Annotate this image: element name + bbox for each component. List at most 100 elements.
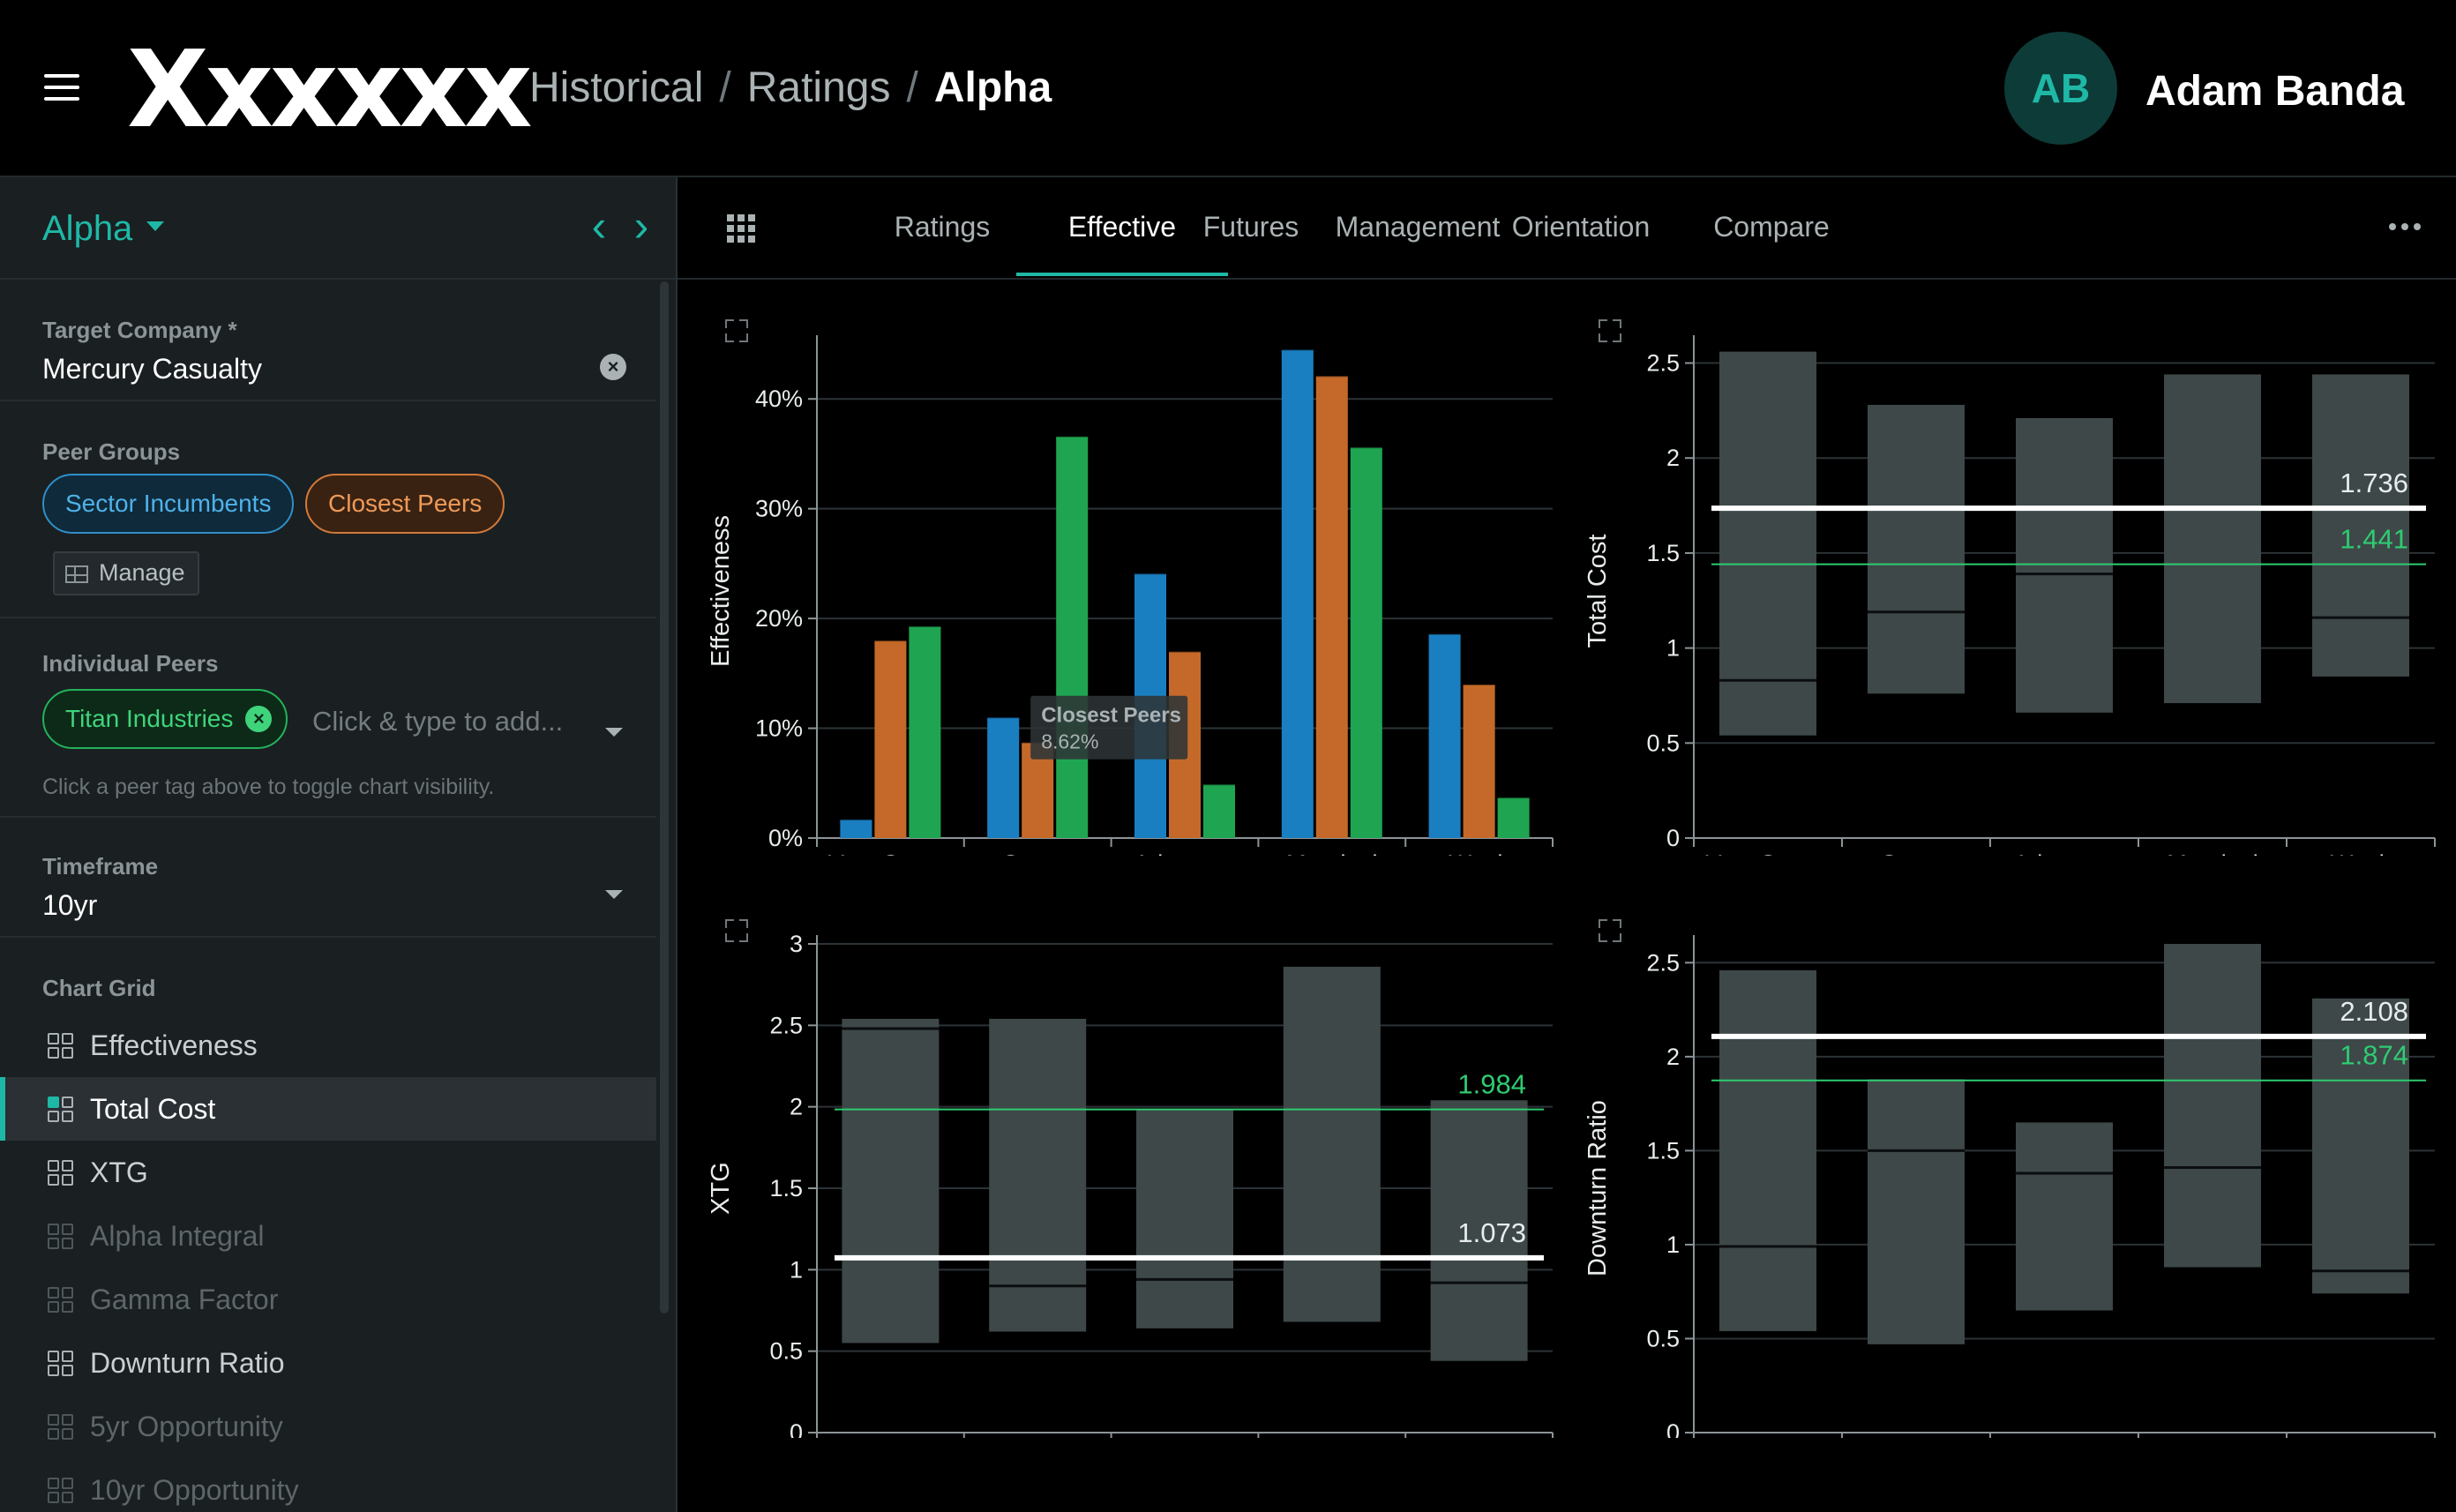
range-box[interactable]	[2312, 998, 2409, 1294]
tab-management[interactable]: Management	[1335, 211, 1501, 243]
remove-peer-icon[interactable]: ×	[245, 706, 273, 732]
y-tick-label: 0	[1666, 1419, 1680, 1438]
chart-grid-item-label: Effectiveness	[90, 1029, 258, 1061]
peer-search-input[interactable]	[311, 703, 596, 740]
peer-group-chip-closest-peers[interactable]: Closest Peers	[305, 474, 505, 534]
x-tick-label: Marginal	[1286, 850, 1378, 856]
bar-sector-incumbents[interactable]	[987, 718, 1020, 838]
chevron-right-icon[interactable]: ›	[633, 201, 649, 251]
range-box[interactable]	[2164, 374, 2261, 704]
clear-icon[interactable]: ×	[600, 354, 626, 380]
range-box[interactable]	[1283, 966, 1381, 1322]
range-box[interactable]	[2164, 944, 2261, 1268]
chart-grid-item-total-cost[interactable]: Total Cost	[0, 1077, 656, 1141]
tab-futures[interactable]: Futures	[1202, 211, 1299, 243]
chart-grid-item-alpha-integral[interactable]: Alpha Integral	[0, 1204, 656, 1268]
bar-sector-incumbents[interactable]	[840, 820, 872, 838]
y-tick-label: 0%	[768, 825, 803, 851]
range-box[interactable]	[1719, 351, 1816, 736]
bar-titan-industries[interactable]	[909, 627, 941, 838]
chart-xtg[interactable]: 00.511.522.53XTGVery StrongStrongAdequat…	[697, 909, 1561, 1438]
range-box[interactable]	[1136, 1110, 1233, 1329]
expand-icon[interactable]	[725, 319, 748, 342]
x-tick-label: Adequate	[2013, 850, 2115, 856]
y-tick-label: 10%	[755, 715, 803, 742]
timeframe-select[interactable]: 10yr	[42, 889, 98, 921]
range-box[interactable]	[1868, 404, 1965, 694]
tab-effective[interactable]: Effective	[1016, 207, 1228, 276]
manage-button-label: Manage	[99, 559, 185, 586]
bar-closest-peers[interactable]	[874, 641, 907, 838]
divider	[0, 400, 656, 401]
bar-closest-peers[interactable]	[1315, 377, 1348, 838]
breadcrumb-historical[interactable]: Historical	[529, 64, 704, 111]
peer-chip-titan-industries[interactable]: Titan Industries ×	[42, 689, 288, 749]
chart-grid-item-effectiveness[interactable]: Effectiveness	[0, 1014, 656, 1077]
chevron-left-icon[interactable]: ‹	[591, 201, 607, 251]
chart-grid-item-xtg[interactable]: XTG	[0, 1141, 656, 1204]
tab-orientation[interactable]: Orientation	[1511, 211, 1651, 243]
tooltip-title: Closest Peers	[1041, 704, 1181, 728]
timeframe-label: Timeframe	[42, 853, 159, 880]
range-box[interactable]	[842, 1018, 940, 1344]
app-logo[interactable]: Xxxxxx	[127, 29, 533, 152]
chart-grid-item-label: Downturn Ratio	[90, 1347, 285, 1379]
sidebar-scrollbar[interactable]	[660, 281, 669, 1314]
range-box[interactable]	[2016, 418, 2113, 713]
menu-icon[interactable]	[44, 74, 79, 104]
chart-total-cost[interactable]: 0 0.5 1 1.5 2 2.5 Total Cost Very Strong Strong A…	[1570, 309, 2444, 856]
bar-titan-industries[interactable]	[1350, 448, 1382, 838]
bar-closest-peers[interactable]	[1463, 685, 1495, 838]
timeframe-caret-icon[interactable]	[605, 890, 623, 899]
range-box[interactable]	[1719, 969, 1816, 1331]
avatar[interactable]: AB	[2004, 32, 2117, 145]
sidebar-title-dropdown[interactable]: Alpha	[42, 209, 133, 248]
peer-dropdown-caret-icon[interactable]	[605, 728, 623, 737]
individual-peers-label: Individual Peers	[42, 650, 219, 677]
chart-grid-item-label: Gamma Factor	[90, 1284, 279, 1315]
grid-layout-icon	[48, 1478, 74, 1504]
bar-titan-industries[interactable]	[1203, 785, 1235, 838]
more-options-icon[interactable]	[2389, 221, 2424, 234]
range-box[interactable]	[1430, 1100, 1528, 1361]
bar-sector-incumbents[interactable]	[1428, 634, 1461, 838]
user-name[interactable]: Adam Banda	[2145, 68, 2405, 115]
bar-titan-industries[interactable]	[1497, 798, 1530, 838]
y-tick-label: 1	[790, 1256, 803, 1283]
expand-icon[interactable]	[725, 919, 748, 942]
expand-icon[interactable]	[1599, 319, 1621, 342]
x-tick-label: Marginal	[2167, 850, 2258, 856]
expand-icon[interactable]	[1599, 919, 1621, 942]
peer-chip-label: Titan Industries	[65, 705, 234, 732]
bar-sector-incumbents[interactable]	[1281, 350, 1314, 838]
y-tick-label: 3	[790, 931, 803, 957]
top-header: Xxxxxx Historical / Ratings / Alpha AB Adam …	[0, 0, 2456, 177]
tab-compare[interactable]: Compare	[1713, 211, 1830, 243]
chart-grid-item-downturn-ratio[interactable]: Downturn Ratio	[0, 1331, 656, 1395]
target-company-field[interactable]: Mercury Casualty	[42, 353, 262, 385]
grid-layout-icon	[48, 1160, 74, 1186]
chart-grid-item-5yr-opportunity[interactable]: 5yr Opportunity	[0, 1395, 656, 1458]
tab-ratings[interactable]: Ratings	[894, 211, 991, 243]
target-value-label: 2.108	[2340, 996, 2408, 1027]
y-tick-label: 2	[1666, 445, 1680, 471]
breadcrumb-ratings[interactable]: Ratings	[746, 64, 891, 111]
chart-effectiveness[interactable]: 0% 10% 20% 30% 40% Effectiveness Very Strong St…	[697, 309, 1561, 856]
bar-titan-industries[interactable]	[1056, 437, 1089, 838]
chart-grid-item-10yr-opportunity[interactable]: 10yr Opportunity	[0, 1458, 656, 1512]
apps-grid-icon[interactable]	[727, 214, 755, 243]
range-box[interactable]	[2312, 374, 2409, 677]
grid-layout-icon	[48, 1033, 74, 1059]
caret-down-icon[interactable]	[146, 221, 164, 231]
y-axis-title: Effectiveness	[707, 515, 735, 667]
manage-button[interactable]: Manage	[53, 551, 199, 595]
range-box[interactable]	[989, 1018, 1087, 1332]
range-box[interactable]	[1868, 1079, 1965, 1344]
x-tick-label: Very Strong	[1705, 850, 1830, 856]
range-box[interactable]	[2016, 1122, 2113, 1311]
chart-grid-item-gamma-factor[interactable]: Gamma Factor	[0, 1268, 656, 1331]
y-tick-label: 30%	[755, 496, 803, 522]
peer-group-chip-sector-incumbents[interactable]: Sector Incumbents	[42, 474, 295, 534]
